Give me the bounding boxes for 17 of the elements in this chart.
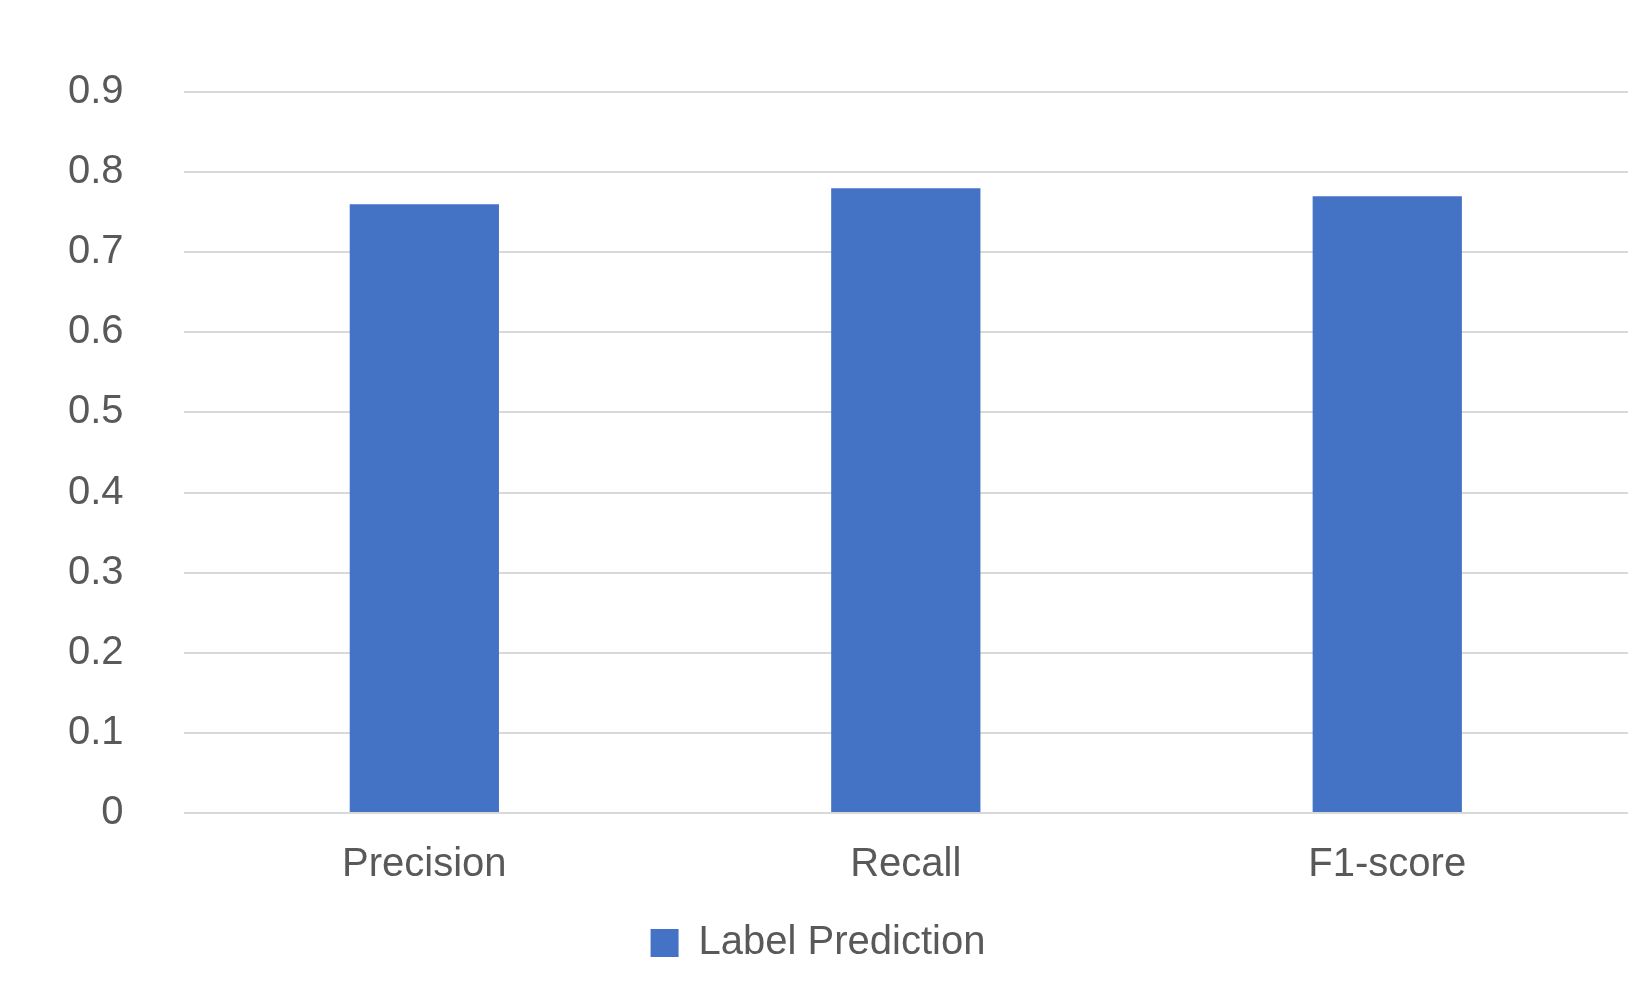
y-tick-label: 0.6 (68, 307, 124, 352)
x-tick-label: Recall (850, 840, 962, 885)
x-tick-label: F1-score (1308, 840, 1467, 885)
y-tick-label: 0.9 (68, 67, 124, 112)
bar (1312, 196, 1462, 812)
y-tick-label: 0.8 (68, 147, 124, 192)
y-tick-label: 0.3 (68, 547, 124, 592)
y-tick-label: 0 (101, 788, 124, 833)
bar (831, 188, 981, 812)
y-tick-label: 0.5 (68, 387, 124, 432)
y-tick-label: 0.7 (68, 227, 124, 272)
x-tick-label: Precision (342, 840, 507, 885)
y-tick-label: 0.2 (68, 627, 124, 672)
bar (349, 204, 499, 812)
legend-label: Label Prediction (698, 918, 986, 963)
y-tick-label: 0.4 (68, 467, 124, 512)
y-tick-label: 0.1 (68, 707, 124, 752)
